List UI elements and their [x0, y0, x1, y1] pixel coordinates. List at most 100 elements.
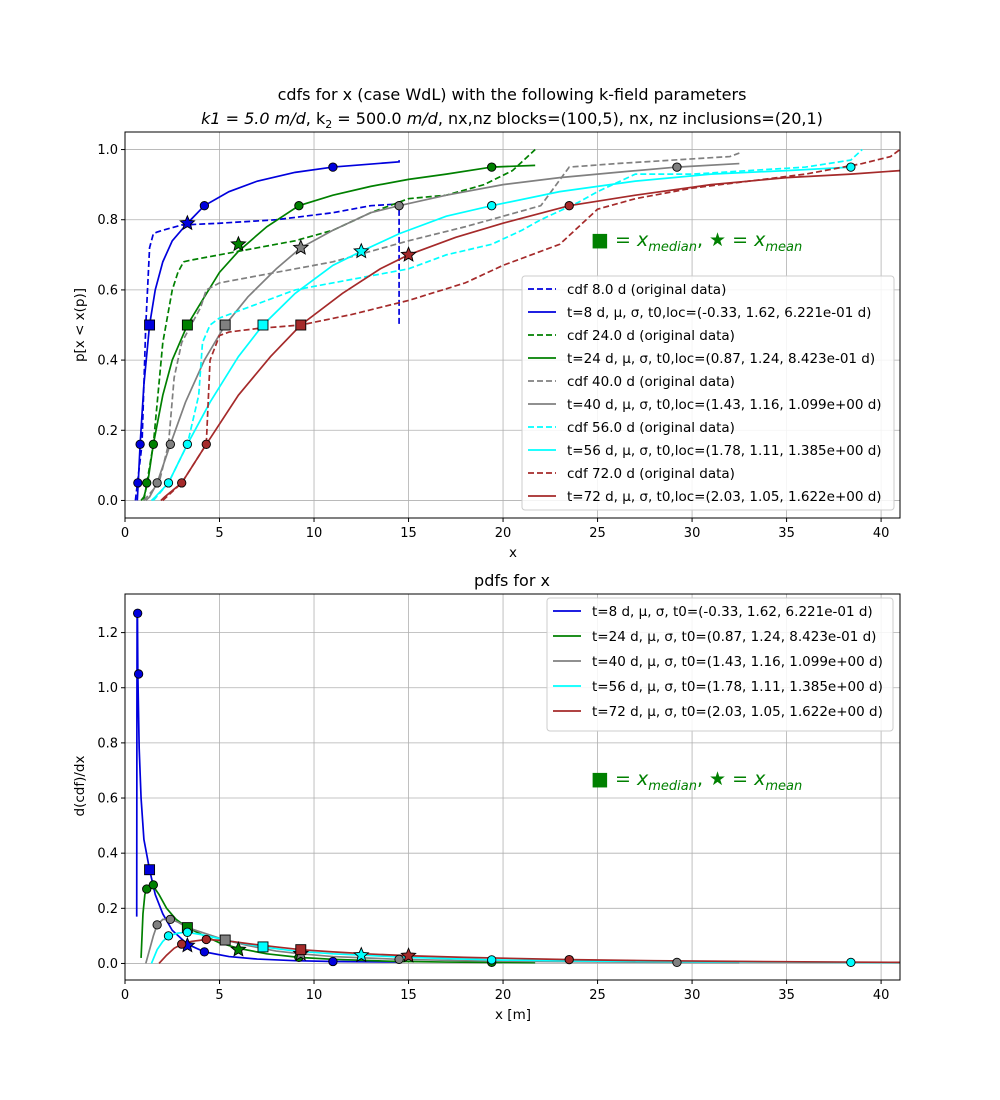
cdf-median-mean-annotation: ■ = xmedian, ★ = xmean: [591, 229, 802, 255]
cdf-ytick-label: 0.6: [97, 283, 118, 298]
pdf-mean-t24: [230, 940, 247, 957]
pdf-ytick-label: 1.2: [97, 626, 118, 641]
pdf-point-t72: [177, 939, 187, 949]
cdf-series-t56-data: [152, 148, 863, 502]
pdf-median-mean-annotation: ■ = xmedian, ★ = xmean: [591, 768, 802, 794]
cdf-series-t40-data: [143, 152, 740, 502]
pdf-median-t40: [219, 934, 231, 946]
cdf-mean-t24: [230, 235, 247, 252]
cdf-legend-label: cdf 72.0 d (original data): [567, 466, 735, 482]
cdf-point-t8: [328, 162, 338, 172]
cdf-y-axis-label: p[x < x(p)]: [72, 288, 88, 362]
pdf-point-t56: [163, 931, 174, 941]
cdf-ytick-label: 0.0: [97, 494, 118, 509]
pdf-point-t40: [165, 914, 176, 924]
pdf-ytick-label: 0.2: [97, 902, 118, 917]
cdf-mean-t56: [353, 242, 370, 259]
pdf-point-t40: [672, 957, 682, 968]
cdf-median-t72: [295, 319, 307, 331]
cdf-legend-label: t=40 d, μ, σ, t0,loc=(1.43, 1.16, 1.099e…: [567, 397, 882, 413]
pdf-mean-t56: [353, 946, 370, 963]
cdf-legend-label: cdf 56.0 d (original data): [567, 420, 735, 436]
cdf-point-t24: [148, 439, 159, 449]
pdf-ytick-label: 0.6: [97, 792, 118, 807]
pdf-ytick-label: 0.4: [97, 847, 118, 862]
cdf-xtick-label: 40: [873, 526, 890, 541]
cdf-legend-box: [521, 275, 895, 511]
pdf-plot: 0 5 10 15 20 25 30 35 40 0.0 0.2 0.4 0.6 0.8 1.0 1.2 ■ =…: [97, 593, 901, 1003]
pdf-xtick-label: 15: [400, 988, 417, 1003]
cdf-point-t8: [199, 201, 210, 211]
pdf-legend-label: t=24 d, μ, σ, t0=(0.87, 1.24, 8.423e-01 …: [592, 629, 876, 645]
cdf-xtick-label: 0: [121, 526, 129, 541]
cdf-legend-label: t=24 d, μ, σ, t0,loc=(0.87, 1.24, 8.423e…: [567, 351, 875, 367]
pdf-ytick-label: 0.0: [97, 957, 118, 972]
cdf-legend-label: t=8 d, μ, σ, t0,loc=(-0.33, 1.62, 6.221e…: [567, 305, 871, 321]
pdf-point-t56: [182, 927, 193, 937]
cdf-xtick-label: 25: [589, 526, 606, 541]
pdf-legend-label: t=40 d, μ, σ, t0=(1.43, 1.16, 1.099e+00 …: [592, 654, 883, 670]
cdf-legend-label: cdf 40.0 d (original data): [567, 374, 735, 390]
pdf-legend-label: t=8 d, μ, σ, t0=(-0.33, 1.62, 6.221e-01 …: [592, 604, 873, 620]
pdf-xtick-label: 35: [778, 988, 795, 1003]
cdf-plot: 0 5 10 15 20 25 30 35 40 0.0 0.2 0.4 0.6 0.8 1.0 ■ = xm…: [97, 131, 901, 541]
cdf-point-t24: [294, 201, 304, 211]
cdf-xtick-label: 35: [778, 526, 795, 541]
cdf-series-t24-fit: [140, 164, 536, 501]
cdf-point-t40: [152, 478, 162, 488]
cdf-ytick-label: 0.2: [97, 424, 118, 439]
cdf-series-t24-data: [143, 148, 536, 501]
pdf-point-t24: [148, 880, 159, 890]
cdf-series-area: [133, 148, 900, 502]
pdf-point-t8: [328, 956, 338, 967]
pdf-point-t8: [133, 608, 143, 618]
cdf-legend-label: t=72 d, μ, σ, t0,loc=(2.03, 1.05, 1.622e…: [567, 489, 882, 505]
pdf-xtick-label: 40: [873, 988, 890, 1003]
cdf-point-t8: [135, 439, 145, 449]
pdf-point-t8: [133, 669, 144, 679]
pdf-point-t8: [199, 947, 210, 957]
cdf-point-t8: [133, 478, 143, 488]
cdf-xtick-label: 15: [400, 526, 417, 541]
pdf-series-area: [133, 608, 900, 968]
cdf-series-t72-data: [162, 148, 900, 502]
cdf-ytick-label: 0.8: [97, 213, 118, 228]
cdf-series-t8-fit: [136, 160, 400, 501]
pdf-xtick-label: 30: [684, 988, 701, 1003]
cdf-x-axis-label: x: [509, 545, 517, 561]
cdf-median-t40: [219, 319, 231, 331]
pdf-xtick-label: 0: [121, 988, 129, 1003]
cdf-legend: cdf 8.0 d (original data) t=8 d, μ, σ, t0…: [521, 275, 895, 511]
pdf-ytick-label: 1.0: [97, 681, 118, 696]
pdf-xtick-label: 20: [495, 988, 512, 1003]
cdf-point-t40: [672, 162, 682, 172]
cdf-point-t56: [487, 201, 497, 211]
cdf-series-t56-fit: [150, 166, 851, 502]
pdf-legend: t=8 d, μ, σ, t0=(-0.33, 1.62, 6.221e-01 …: [546, 597, 894, 732]
pdf-xtick-label: 10: [306, 988, 323, 1003]
cdf-legend-label: cdf 24.0 d (original data): [567, 328, 735, 344]
cdf-xtick-label: 10: [306, 526, 323, 541]
cdf-legend-label: t=56 d, μ, σ, t0,loc=(1.78, 1.11, 1.385e…: [567, 443, 882, 459]
pdf-point-t40: [152, 920, 162, 930]
cdf-point-t40: [394, 201, 404, 211]
cdf-title-line1: cdfs for x (case WdL) with the following…: [278, 85, 747, 104]
pdf-point-t72: [201, 934, 211, 945]
pdf-point-t24: [142, 884, 152, 894]
pdf-point-t56: [487, 955, 497, 965]
cdf-point-t56: [182, 439, 193, 449]
pdf-ytick-label: 0.8: [97, 736, 118, 751]
cdf-series-t72-fit: [160, 169, 900, 502]
cdf-xtick-label: 30: [684, 526, 701, 541]
cdf-point-t72: [201, 439, 211, 449]
pdf-mean-t72: [400, 947, 417, 963]
cdf-point-t24: [487, 162, 497, 172]
pdf-xtick-label: 5: [215, 988, 223, 1003]
pdf-y-axis-label: d(cdf)/dx: [72, 756, 88, 817]
pdf-point-t56: [846, 957, 856, 968]
cdf-point-t24: [142, 478, 152, 488]
cdf-mean-t40: [292, 239, 310, 255]
cdf-point-t56: [846, 162, 856, 172]
cdf-xtick-label: 20: [495, 526, 512, 541]
